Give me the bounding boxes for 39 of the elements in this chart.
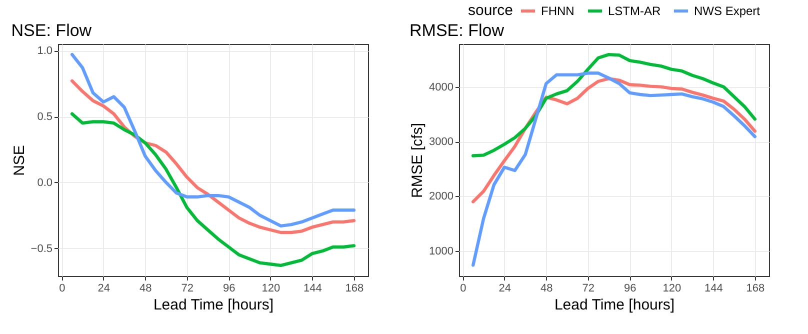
x-tick-label: 72 xyxy=(181,282,194,294)
y-tick-label: 3000 xyxy=(429,136,454,148)
y-tick-label: 1000 xyxy=(429,245,454,258)
x-axis-title: Lead Time [hours] xyxy=(153,296,274,314)
x-axis-title: Lead Time [hours] xyxy=(554,296,675,314)
line-series xyxy=(471,72,757,267)
y-axis-title: NSE xyxy=(10,145,28,176)
x-tick-label: 96 xyxy=(624,282,636,294)
y-tick-label: 0.5 xyxy=(37,111,52,123)
chart-title: NSE: Flow xyxy=(11,21,92,40)
x-tick-label: 24 xyxy=(98,282,110,294)
x-tick-label: 0 xyxy=(59,282,66,294)
line-series xyxy=(70,112,356,268)
x-tick-label: 120 xyxy=(262,282,280,294)
legend-label: NWS Expert xyxy=(694,4,761,18)
line-series xyxy=(70,52,356,228)
y-tick-label: 0.0 xyxy=(37,176,52,189)
line-series xyxy=(471,52,757,158)
x-tick-label: 0 xyxy=(460,282,466,294)
x-tick-label: 168 xyxy=(345,282,364,294)
line-series xyxy=(70,79,356,234)
y-tick-label: 1.0 xyxy=(37,45,52,58)
x-tick-label: 96 xyxy=(223,282,236,294)
chart-title: RMSE: Flow xyxy=(410,21,505,40)
x-tick-label: 120 xyxy=(662,282,682,294)
legend-title: source xyxy=(468,2,514,19)
y-tick-label: 4000 xyxy=(429,81,454,94)
y-tick-label: −0.5 xyxy=(30,242,52,255)
y-tick-label: 2000 xyxy=(429,190,454,203)
x-tick-label: 48 xyxy=(540,282,553,294)
x-tick-label: 144 xyxy=(704,282,723,294)
x-tick-label: 72 xyxy=(582,282,595,294)
x-tick-label: 144 xyxy=(303,282,322,294)
legend-label: FHNN xyxy=(541,4,574,18)
y-axis-title: RMSE [cfs] xyxy=(409,122,426,198)
x-tick-label: 48 xyxy=(140,282,152,294)
legend-label: LSTM-AR xyxy=(608,4,662,18)
x-tick-label: 168 xyxy=(746,282,765,294)
x-tick-label: 24 xyxy=(498,282,512,294)
